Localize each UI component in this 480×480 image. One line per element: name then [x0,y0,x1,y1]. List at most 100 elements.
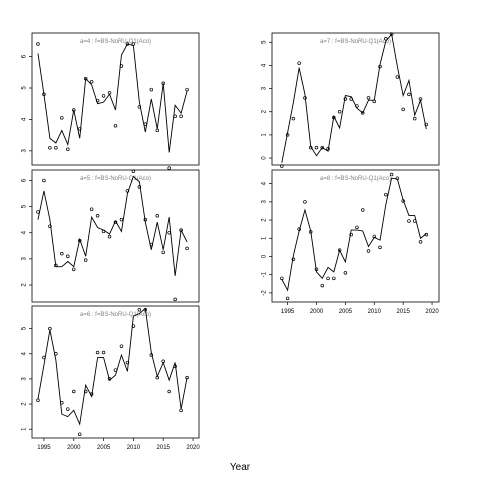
observed-point [424,232,429,237]
y-tick-label: 5 [22,204,28,208]
observed-point [83,389,88,394]
panel-title: a=8 : f=BS-NoRU-Q1(Aco) [320,176,391,182]
observed-point [137,185,142,189]
y-tick-label: -2 [262,290,268,296]
x-tick-label: 2005 [339,309,353,315]
observed-point [89,207,94,211]
fitted-series-line [281,177,427,292]
fitted-series-line [281,33,427,163]
observed-point [119,217,124,222]
observed-point [185,246,189,251]
observed-point [360,111,365,115]
observed-point [173,297,177,302]
x-tick-label: 2015 [157,445,171,451]
observed-point [71,267,76,272]
observed-point [185,87,189,92]
observed-point [89,392,94,396]
observed-point [119,344,124,348]
observed-point [36,210,40,214]
panel-title: a=7 : f=BS-NoRU-Q1(Aco) [320,39,391,45]
y-tick-label: 4 [22,351,28,355]
panel-frame [31,305,200,439]
observed-point [320,283,325,288]
observed-point [119,64,124,68]
observed-point [308,230,313,234]
observed-point [378,64,382,69]
observed-point [314,267,319,271]
observed-point [355,225,359,230]
observed-point [42,92,46,97]
observed-point [42,355,46,360]
y-tick-label: 2 [262,109,268,113]
observed-point [179,408,183,413]
observed-point [167,230,171,235]
observed-point [179,114,183,119]
observed-point [107,234,112,239]
x-tick-label: 2020 [186,445,200,451]
y-tick-label: 3 [262,86,268,90]
observed-point [149,353,154,357]
observed-point [125,360,130,365]
y-tick-label: 5 [22,326,28,330]
y-tick-label: 1 [262,133,268,137]
observed-point [137,105,142,109]
observed-point [143,308,148,312]
observed-point [155,213,160,218]
x-tick-label: 2010 [127,445,141,451]
y-tick-label: 6 [22,178,28,182]
fitted-series-line [37,43,188,153]
observed-point [95,350,100,355]
observed-point [320,145,325,150]
observed-point [131,324,136,328]
observed-point [297,61,301,65]
observed-point [60,401,64,405]
y-tick-label: 6 [22,54,28,58]
observed-point [66,147,70,152]
x-axis-label: Year [230,462,251,473]
observed-point [155,375,160,380]
y-tick-label: 5 [22,86,28,90]
observed-point [395,176,400,180]
observed-point [418,97,423,101]
observed-point [337,109,342,114]
observed-point [384,37,388,41]
observed-point [418,240,423,244]
observed-point [101,94,106,98]
observed-point [173,364,177,369]
observed-point [291,257,296,261]
y-tick-label: 4 [262,181,268,185]
x-tick-label: 2000 [310,309,324,315]
observed-point [66,407,70,411]
y-tick-label: 4 [22,117,28,121]
observed-point [179,228,183,232]
panel-title: a=4 : f=BS-NoRU-Q1(Aco) [80,39,151,45]
observed-point [95,213,100,218]
observed-point [54,263,58,268]
observed-point [161,359,165,364]
y-tick-label: 4 [262,63,268,67]
observed-point [36,42,40,46]
observed-point [407,219,411,223]
observed-point [83,76,88,81]
observed-point [77,127,82,131]
observed-point [366,249,371,253]
observed-point [125,42,130,46]
observed-point [60,116,64,120]
observed-point [424,122,429,127]
panel-3: a=5 : f=BS-NoRU-Q1(Aco) 2 3 4 5 6 [22,169,200,303]
observed-point [48,145,52,150]
observed-point [48,224,52,228]
observed-point [101,229,106,234]
panel-frame [31,32,200,166]
panel-1: a=4 : f=BS-NoRU-Q1(Aco) 3 4 5 6 [22,32,200,170]
fitted-series-line [37,307,188,426]
panel-title: a=6 : f=BS-NoRU-Q1(Aco) [80,312,151,318]
observed-point [384,192,388,197]
observed-point [372,99,377,104]
panel-title: a=5 : f=BS-NoRU-Q1(Aco) [80,176,151,182]
observed-point [107,90,112,95]
observed-point [412,116,417,121]
y-tick-label: 5 [262,40,268,44]
observed-point [401,107,405,112]
